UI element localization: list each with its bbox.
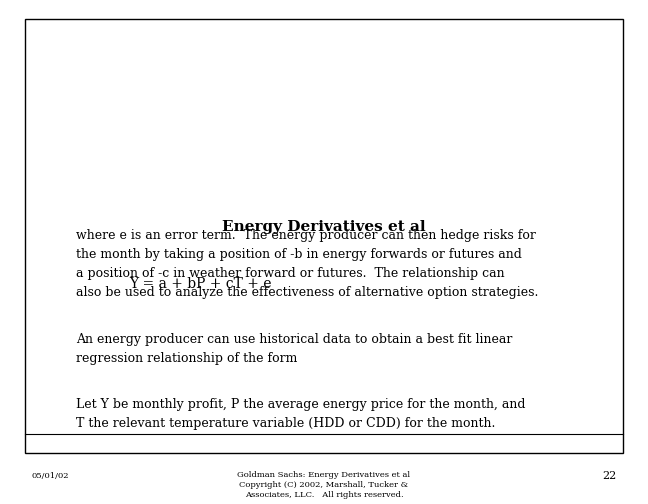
Text: Let Y be monthly profit, P the average energy price for the month, and
T the rel: Let Y be monthly profit, P the average e… (76, 398, 526, 430)
Text: 05/01/02: 05/01/02 (31, 472, 69, 480)
Text: An energy producer can use historical data to obtain a best fit linear
regressio: An energy producer can use historical da… (76, 333, 513, 364)
Text: Goldman Sachs: Energy Derivatives et al
Copyright (C) 2002, Marshall, Tucker &
A: Goldman Sachs: Energy Derivatives et al … (237, 471, 411, 499)
Text: 22: 22 (603, 471, 617, 481)
Text: Energy Derivatives et al: Energy Derivatives et al (222, 220, 426, 234)
Text: Y = a + bP + cT + e: Y = a + bP + cT + e (130, 277, 272, 291)
Bar (25, 19, 623, 453)
Text: where e is an error term.  The energy producer can then hedge risks for
the mont: where e is an error term. The energy pro… (76, 229, 539, 299)
